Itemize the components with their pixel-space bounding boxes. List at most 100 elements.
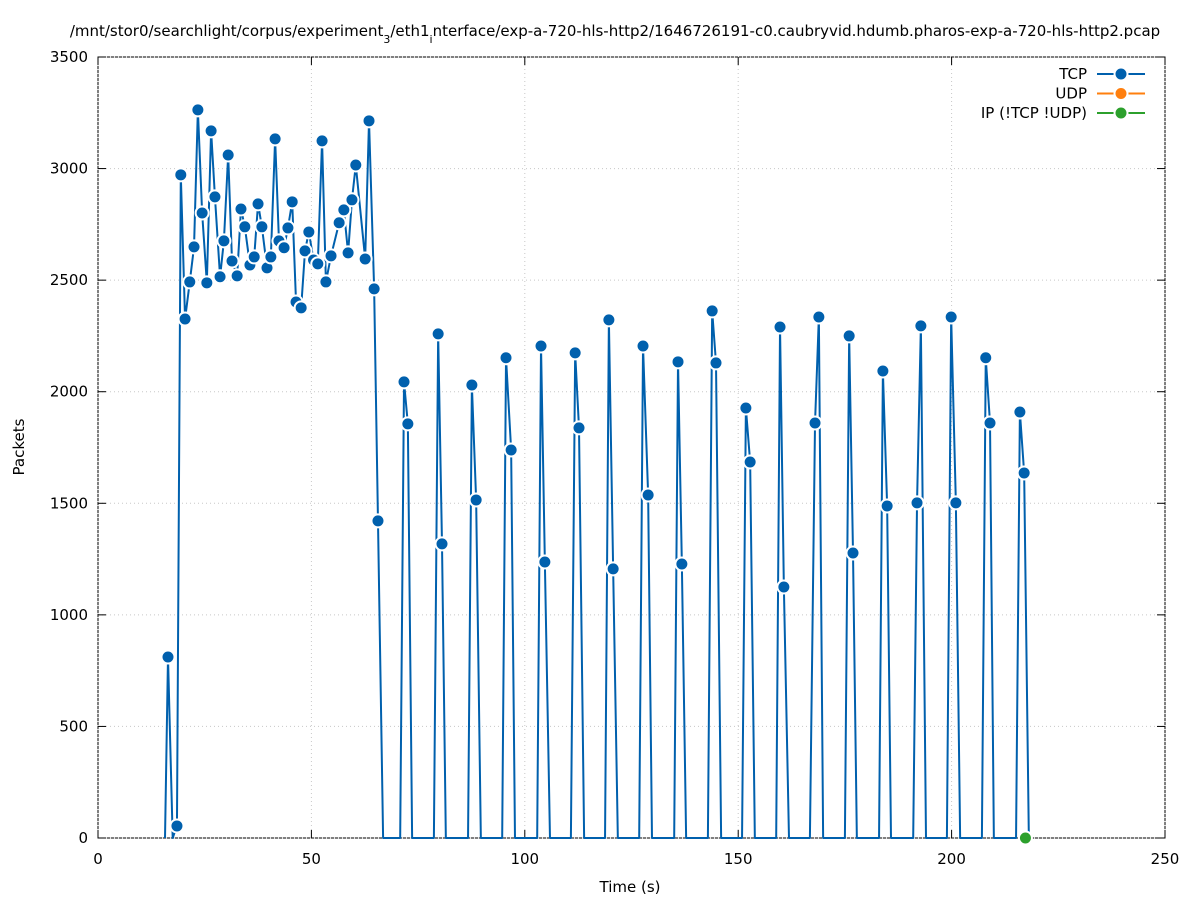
point <box>841 328 857 344</box>
point <box>276 240 292 256</box>
point <box>348 157 364 173</box>
point <box>237 219 253 235</box>
point <box>537 554 553 570</box>
point <box>434 536 450 552</box>
point <box>224 253 240 269</box>
point <box>331 215 347 231</box>
point <box>1016 465 1032 481</box>
series-line <box>164 108 1030 839</box>
point <box>314 133 330 149</box>
point <box>503 442 519 458</box>
point <box>310 256 326 272</box>
point <box>948 495 964 511</box>
point <box>212 269 228 285</box>
point <box>199 275 215 291</box>
point <box>670 354 686 370</box>
point <box>344 192 360 208</box>
point <box>640 487 656 503</box>
point <box>464 377 480 393</box>
y-tick-label: 3000 <box>50 160 88 178</box>
point <box>601 312 617 328</box>
point <box>807 415 823 431</box>
point <box>220 147 236 163</box>
point <box>635 338 651 354</box>
point <box>250 196 266 212</box>
point <box>284 194 300 210</box>
y-tick-label: 3500 <box>50 48 88 66</box>
point <box>186 239 202 255</box>
point <box>845 545 861 561</box>
point <box>533 338 549 354</box>
x-tick-label: 0 <box>93 850 103 868</box>
x-tick-label: 200 <box>937 850 966 868</box>
point <box>1017 830 1033 846</box>
point <box>336 202 352 218</box>
point <box>396 374 412 390</box>
point <box>229 268 245 284</box>
point <box>297 243 313 259</box>
point <box>400 416 416 432</box>
point <box>190 102 206 118</box>
point <box>875 363 891 379</box>
point <box>246 249 262 265</box>
point <box>1012 404 1028 420</box>
point <box>267 131 283 147</box>
plot-frame <box>97 56 1166 839</box>
point <box>357 251 373 267</box>
point <box>772 319 788 335</box>
point <box>173 167 189 183</box>
y-tick-label: 1500 <box>50 494 88 512</box>
point <box>738 400 754 416</box>
title-part: /mnt/stor0/searchlight/corpus/experiment <box>70 22 384 40</box>
x-axis-label: Time (s) <box>599 878 661 896</box>
point <box>811 309 827 325</box>
point <box>742 454 758 470</box>
point <box>182 274 198 290</box>
x-tick-label: 250 <box>1151 850 1180 868</box>
title-part: nterface/exp-a-720-hls-http2/1646726191-… <box>433 22 1161 40</box>
point <box>194 205 210 221</box>
point <box>982 415 998 431</box>
point <box>370 513 386 529</box>
point <box>567 345 583 361</box>
legend-label: UDP <box>1055 85 1087 103</box>
title-part: /eth1 <box>390 22 429 40</box>
point <box>203 123 219 139</box>
point <box>207 189 223 205</box>
point <box>913 318 929 334</box>
point <box>909 495 925 511</box>
point <box>280 220 296 236</box>
point <box>704 303 720 319</box>
y-axis-label: Packets <box>10 418 28 475</box>
point <box>301 224 317 240</box>
x-tick-label: 150 <box>724 850 753 868</box>
point <box>169 818 185 834</box>
point <box>216 233 232 249</box>
point <box>254 219 270 235</box>
y-tick-label: 0 <box>78 829 88 847</box>
point <box>233 201 249 217</box>
point <box>340 245 356 261</box>
point <box>177 311 193 327</box>
title-part: i <box>430 33 433 46</box>
point <box>943 309 959 325</box>
title-part: 3 <box>383 33 390 46</box>
point <box>366 281 382 297</box>
point <box>605 561 621 577</box>
chart-title: /mnt/stor0/searchlight/corpus/experiment… <box>70 22 1160 46</box>
point <box>498 350 514 366</box>
x-tick-label: 50 <box>302 850 321 868</box>
point <box>293 300 309 316</box>
legend-marker <box>1113 86 1129 101</box>
legend-marker <box>1113 66 1129 82</box>
y-tick-label: 2500 <box>50 271 88 289</box>
point <box>468 492 484 508</box>
y-tick-label: 1000 <box>50 606 88 624</box>
point <box>160 649 176 665</box>
point <box>430 326 446 342</box>
point <box>361 113 377 129</box>
legend-label: TCP <box>1058 65 1087 83</box>
point <box>263 249 279 265</box>
